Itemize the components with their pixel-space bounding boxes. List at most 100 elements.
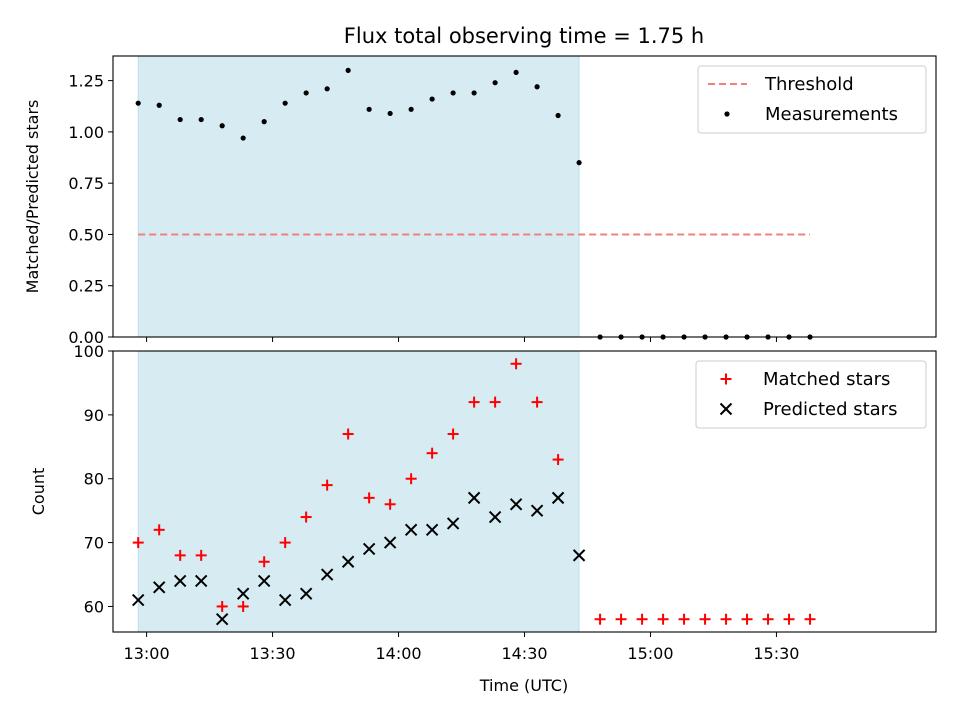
predicted-star-point bbox=[299, 587, 313, 600]
predicted-star-point bbox=[467, 491, 481, 505]
measurement-point bbox=[555, 112, 561, 119]
chart-title: Flux total observing time = 1.75 h bbox=[344, 24, 704, 48]
x-axis-ticks: 13:00 13:30 14:00 14:30 15:00 15:30 bbox=[124, 632, 799, 663]
measurement-point bbox=[324, 86, 330, 92]
y-tick-label: 80 bbox=[84, 470, 104, 489]
measurement-point bbox=[492, 80, 498, 86]
matched-star-point bbox=[279, 537, 291, 549]
legend-plus-marker bbox=[720, 373, 732, 385]
matched-star-point bbox=[153, 524, 165, 536]
matched-star-point bbox=[552, 454, 564, 466]
matched-star-point bbox=[615, 613, 627, 625]
legend-threshold-label: Threshold bbox=[764, 74, 854, 95]
matched-star-point bbox=[237, 600, 249, 612]
measurement-point bbox=[471, 90, 477, 96]
observing-span bbox=[137, 350, 580, 633]
matched-star-point bbox=[489, 396, 501, 408]
predicted-star-point bbox=[341, 555, 355, 568]
matched-star-point bbox=[531, 396, 543, 408]
legend-box bbox=[697, 65, 927, 134]
measurement-point bbox=[177, 116, 183, 123]
matched-star-point bbox=[468, 396, 480, 408]
predicted-star-point bbox=[551, 491, 565, 505]
predicted-star-point bbox=[446, 517, 460, 530]
y-tick-label: 0.50 bbox=[68, 225, 104, 244]
measurement-point bbox=[303, 90, 309, 96]
legend-predicted-swatch bbox=[719, 402, 733, 416]
predicted-star-point bbox=[404, 523, 418, 537]
matched-star-point bbox=[678, 613, 690, 625]
matched-star-point bbox=[699, 613, 711, 625]
y-tick-label: 0.00 bbox=[68, 328, 104, 347]
measurement-point bbox=[282, 100, 288, 106]
matched-star-point bbox=[132, 537, 144, 549]
observing-span bbox=[137, 55, 580, 338]
y-tick-label: 60 bbox=[84, 597, 104, 616]
predicted-star-point bbox=[572, 549, 586, 562]
measurement-point bbox=[135, 100, 141, 106]
predicted-star-point bbox=[152, 581, 166, 594]
measurement-point bbox=[534, 84, 540, 90]
predicted-star-point bbox=[257, 574, 271, 588]
count-panel: 13:00 13:30 14:00 14:30 15:00 15:30 60 70 80 90 1… bbox=[29, 342, 937, 695]
matched-star-point bbox=[762, 613, 774, 625]
measurement-point bbox=[408, 106, 414, 112]
y-tick-label: 0.75 bbox=[68, 174, 104, 193]
predicted-star-point bbox=[278, 593, 292, 607]
y-axis-ticks: 60 70 80 90 100 bbox=[73, 342, 113, 616]
measurement-point bbox=[366, 106, 372, 112]
measurement-point bbox=[156, 102, 162, 108]
measurement-point bbox=[450, 90, 456, 96]
measurement-point bbox=[261, 119, 267, 125]
matched-star-point bbox=[321, 479, 333, 491]
matched-star-point bbox=[216, 600, 228, 612]
x-tick-label: 14:30 bbox=[501, 644, 547, 663]
measurement-point bbox=[429, 96, 435, 102]
matched-star-point bbox=[384, 498, 396, 510]
predicted-stars-points bbox=[131, 491, 586, 626]
legend-predicted-label: Predicted stars bbox=[763, 399, 897, 420]
x-tick-label: 13:30 bbox=[250, 644, 296, 663]
predicted-star-point bbox=[194, 574, 208, 588]
matched-star-point bbox=[783, 613, 795, 625]
predicted-star-point bbox=[236, 587, 250, 600]
predicted-star-point bbox=[362, 542, 376, 556]
legend-x-marker bbox=[719, 402, 733, 416]
legend: Threshold Measurements bbox=[697, 65, 927, 134]
legend-measurements-swatch bbox=[724, 111, 730, 117]
y-axis-label: Count bbox=[29, 468, 48, 516]
predicted-star-point bbox=[383, 536, 397, 549]
matched-star-point bbox=[300, 511, 312, 523]
matched-star-point bbox=[447, 428, 459, 440]
x-tick-label: 13:00 bbox=[124, 644, 170, 663]
predicted-star-point bbox=[320, 568, 334, 581]
predicted-star-point bbox=[131, 593, 145, 607]
x-tick-label: 14:00 bbox=[375, 644, 421, 663]
legend-box bbox=[695, 360, 927, 429]
y-tick-label: 0.25 bbox=[68, 277, 104, 296]
matched-star-point bbox=[510, 358, 522, 370]
predicted-star-point bbox=[530, 504, 544, 517]
ratio-panel: 0.00 0.25 0.50 0.75 1.00 1.25 Matched/Predict… bbox=[23, 55, 937, 347]
measurement-point bbox=[576, 160, 582, 166]
y-axis-ticks: 0.00 0.25 0.50 0.75 1.00 1.25 bbox=[68, 72, 113, 347]
x-axis-ticks bbox=[146, 337, 777, 342]
matched-star-point bbox=[720, 613, 732, 625]
y-tick-label: 1.25 bbox=[68, 72, 104, 91]
matched-star-point bbox=[258, 556, 270, 568]
legend: Matched stars Predicted stars bbox=[695, 360, 927, 429]
measurement-point bbox=[240, 135, 246, 141]
predicted-star-point bbox=[215, 613, 229, 626]
legend-matched-swatch bbox=[720, 373, 732, 385]
predicted-star-point bbox=[173, 574, 187, 588]
matched-star-point bbox=[594, 613, 606, 625]
x-tick-label: 15:00 bbox=[627, 644, 673, 663]
matched-stars-points bbox=[132, 358, 816, 625]
legend-matched-label: Matched stars bbox=[763, 369, 890, 390]
measurement-point bbox=[387, 110, 393, 117]
matched-star-point bbox=[174, 549, 186, 561]
y-tick-label: 1.00 bbox=[68, 123, 104, 142]
predicted-star-point bbox=[509, 498, 523, 511]
predicted-star-point bbox=[488, 510, 502, 524]
measurement-point bbox=[219, 123, 225, 129]
